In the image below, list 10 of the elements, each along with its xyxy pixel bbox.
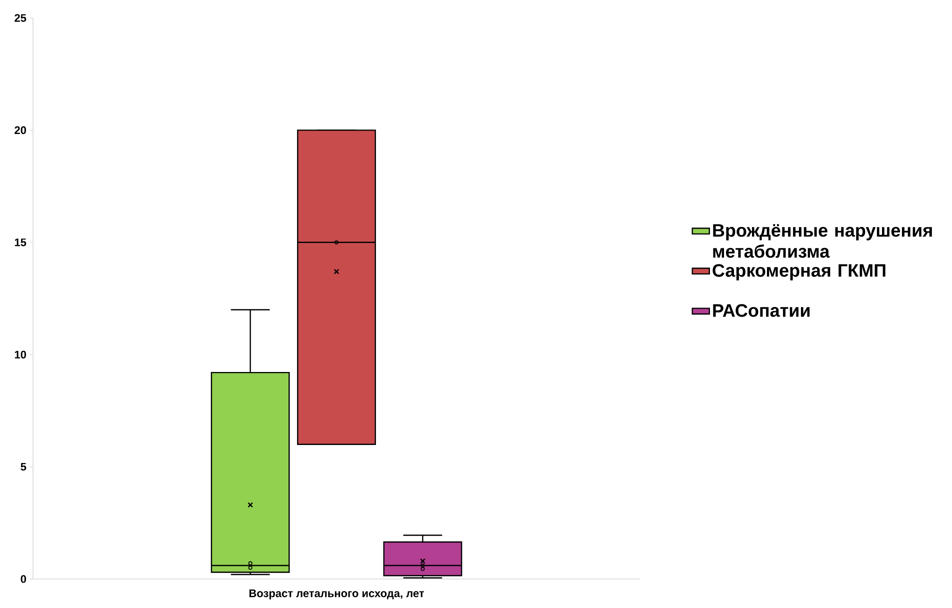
x-tick-label: Возраст летального исхода, лет: [249, 590, 424, 600]
y-tick-label: 15: [14, 238, 26, 246]
legend-label: РАСопатии: [713, 304, 810, 317]
legend-label: Врождённые нарушения метаболизма: [713, 224, 932, 258]
y-tick-label: 5: [20, 462, 26, 471]
y-tick-label: 10: [14, 350, 26, 358]
y-tick-label: 0: [20, 575, 26, 583]
legend-label: Саркомерная ГКМП: [712, 264, 886, 280]
y-tick-label: 25: [14, 14, 26, 22]
y-tick-label: 20: [14, 126, 26, 134]
